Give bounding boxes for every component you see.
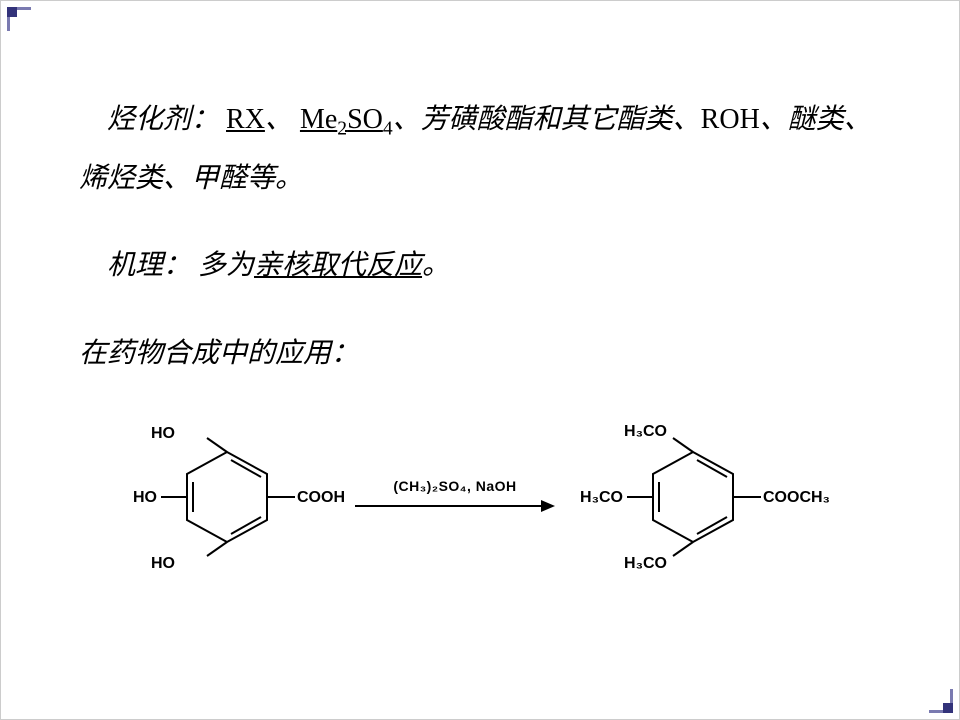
svg-text:COOCH₃: COOCH₃ xyxy=(763,489,830,506)
nucleophilic-substitution: 亲核取代反应 xyxy=(254,250,422,281)
text: 机理： 多为 xyxy=(107,250,254,281)
svg-text:COOH: COOH xyxy=(297,489,345,506)
paragraph-application: 在药物合成中的应用： xyxy=(79,325,881,384)
reagent-label: (CH₃)₂SO₄, NaOH xyxy=(393,478,516,494)
svg-text:H₃CO: H₃CO xyxy=(624,555,667,572)
roh: ROH xyxy=(701,104,760,135)
paragraph-alkylating-agents: 烃化剂： RX、 Me2SO4、芳磺酸酯和其它酯类、ROH、醚类、烯烃类、甲醛等… xyxy=(79,91,881,209)
paragraph-mechanism: 机理： 多为亲核取代反应。 xyxy=(79,237,881,296)
svg-text:HO: HO xyxy=(151,425,175,442)
slide-content: 烃化剂： RX、 Me2SO4、芳磺酸酯和其它酯类、ROH、醚类、烯烃类、甲醛等… xyxy=(79,91,881,582)
svg-text:HO: HO xyxy=(151,555,175,572)
text: 烃化剂： xyxy=(107,104,219,135)
svg-text:H₃CO: H₃CO xyxy=(580,489,623,506)
rx: RX xyxy=(226,104,265,135)
svg-text:H₃CO: H₃CO xyxy=(624,423,667,440)
molecule-gallic-acid: COOH HO HO HO xyxy=(117,412,347,582)
arrow-icon xyxy=(355,496,555,516)
reaction-arrow: (CH₃)₂SO₄, NaOH xyxy=(355,478,555,516)
sep: 、 xyxy=(265,104,293,135)
corner-tl xyxy=(7,7,31,31)
text: 。 xyxy=(422,250,450,281)
molecule-trimethoxy-ester: COOCH₃ H₃CO H₃CO H₃CO xyxy=(563,412,843,582)
me2so4: Me2SO4 xyxy=(300,104,393,135)
reaction-scheme: COOH HO HO HO (CH₃)₂SO₄, NaOH xyxy=(79,412,881,582)
text: 、芳磺酸酯和其它酯类、 xyxy=(393,104,701,135)
corner-br xyxy=(929,689,953,713)
svg-text:HO: HO xyxy=(133,489,157,506)
